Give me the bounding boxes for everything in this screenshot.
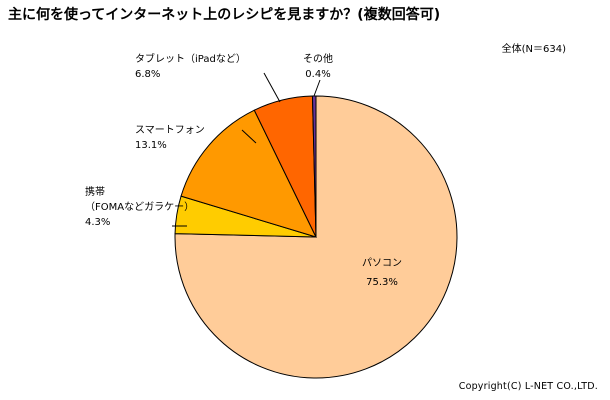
pie-slice-0 [174, 95, 458, 379]
slice-name-label-2: スマートフォン [135, 125, 205, 136]
slice-name-label-4: その他 [303, 52, 333, 65]
leader-line-2 [241, 129, 257, 144]
slice-name-label-3: タブレット（iPadなど） [135, 52, 246, 65]
copyright-notice: Copyright(C) L-NET CO.,LTD. [458, 381, 598, 392]
slice-name-label-1: 携帯 [85, 185, 105, 198]
slice-name-label-0: パソコン [362, 257, 402, 269]
sample-size-label: 全体(N＝634) [501, 44, 566, 55]
leader-line-3 [263, 72, 281, 103]
pie-slice-2 [180, 109, 317, 238]
slice-value-label-4: 0.4% [305, 69, 330, 80]
slice-name-label-1: （FOMAなどガラケー） [85, 201, 194, 213]
slice-value-label-1: 4.3% [85, 217, 110, 228]
chart-title: 主に何を使ってインターネット上のレシピを見ますか？(複数回答可) [8, 7, 441, 23]
slice-value-label-0: 75.3% [366, 277, 398, 288]
leader-line-4 [313, 79, 321, 97]
slice-value-label-3: 6.8% [135, 69, 160, 80]
slice-value-label-2: 13.1% [135, 140, 167, 151]
